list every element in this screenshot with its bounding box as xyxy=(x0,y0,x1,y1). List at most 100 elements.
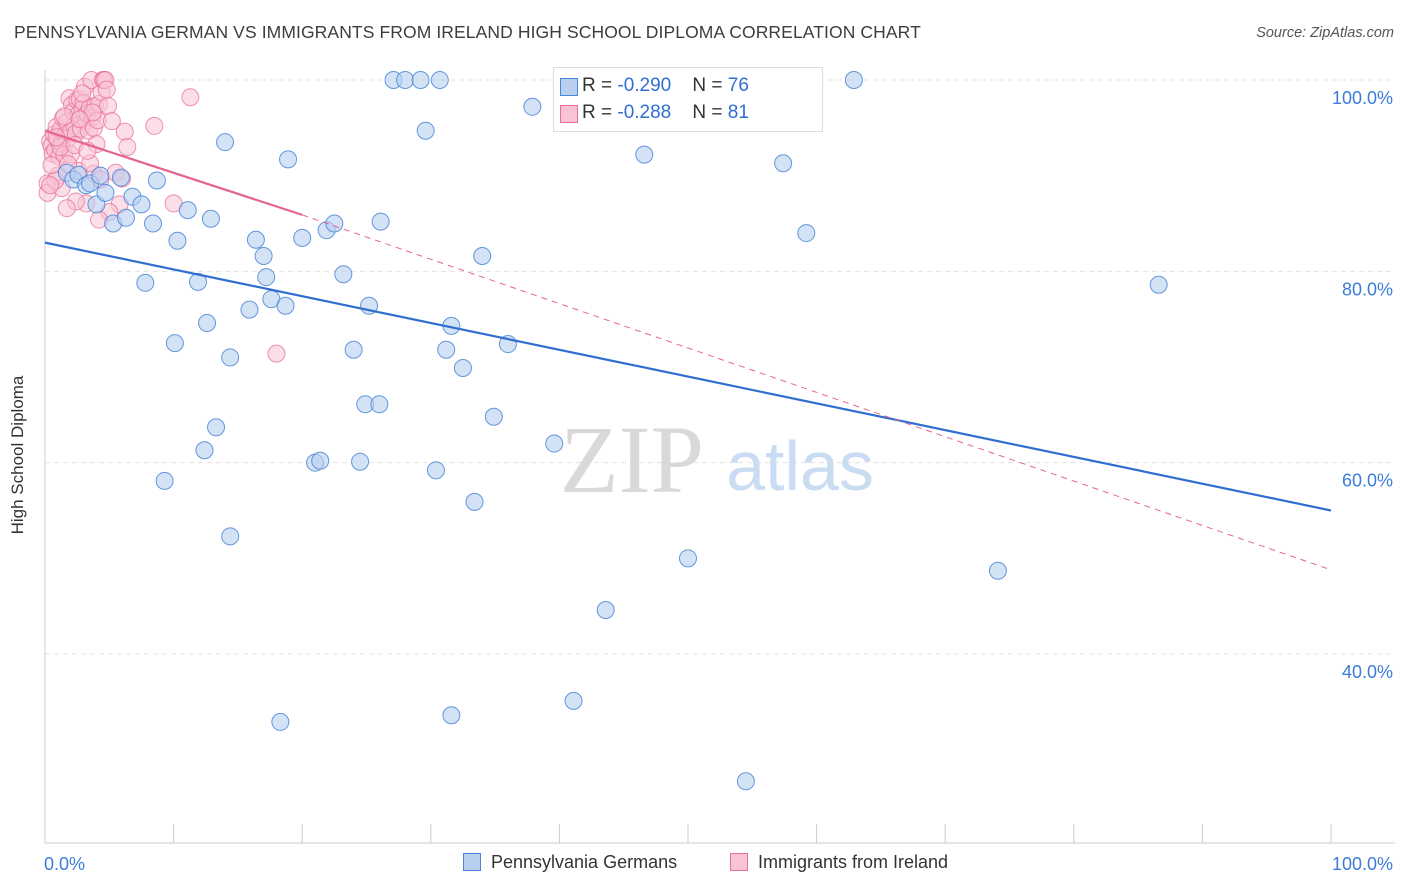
data-point-pennsylvania-german xyxy=(988,561,1007,580)
data-point-pennsylvania-german xyxy=(198,313,217,332)
data-point-pennsylvania-german xyxy=(484,407,503,426)
data-point-pennsylvania-german xyxy=(426,461,445,480)
data-point-pennsylvania-german xyxy=(545,434,564,453)
data-point-ireland xyxy=(55,107,74,126)
data-point-pennsylvania-german xyxy=(351,452,370,471)
data-point-pennsylvania-german xyxy=(679,549,697,568)
trendline-immigrants-from-ireland xyxy=(44,129,303,216)
data-point-pennsylvania-german xyxy=(271,712,290,731)
data-point-pennsylvania-german xyxy=(117,208,136,227)
bottom-legend-swatch-pink xyxy=(730,853,748,871)
data-point-pennsylvania-german xyxy=(311,451,330,470)
data-point-pennsylvania-german xyxy=(144,214,163,233)
data-point-pennsylvania-german xyxy=(523,97,542,116)
legend-n-label: N = xyxy=(692,102,728,123)
data-point-pennsylvania-german xyxy=(596,600,615,619)
data-point-pennsylvania-german xyxy=(201,209,220,228)
data-point-pennsylvania-german xyxy=(132,195,151,214)
legend-r-label: R = xyxy=(582,102,618,123)
legend-row-immigrants-from-ireland: R = -0.288 N = 81 xyxy=(560,102,749,124)
data-point-pennsylvania-german xyxy=(111,168,130,187)
data-point-pennsylvania-german xyxy=(334,265,353,284)
watermark-zip: ZIP xyxy=(560,406,704,513)
data-point-ireland xyxy=(118,137,137,156)
data-point-pennsylvania-german xyxy=(257,268,276,287)
series-immigrants-from-ireland xyxy=(38,71,286,363)
data-point-pennsylvania-german xyxy=(91,166,110,185)
data-point-ireland xyxy=(41,176,60,195)
bottom-legend-swatch-blue xyxy=(463,853,481,871)
data-point-pennsylvania-german xyxy=(147,171,166,190)
data-point-pennsylvania-german xyxy=(564,691,583,710)
bottom-legend-label: Immigrants from Ireland xyxy=(758,852,949,872)
data-point-pennsylvania-german xyxy=(437,340,456,359)
data-point-pennsylvania-german xyxy=(635,145,654,164)
trendline-pennsylvania-germans xyxy=(44,241,1332,512)
y-tick-label: 40.0% xyxy=(1342,662,1393,682)
data-point-pennsylvania-german xyxy=(465,492,484,511)
data-point-pennsylvania-german xyxy=(844,71,863,89)
grid-lines xyxy=(45,79,1395,655)
axes xyxy=(44,70,1395,844)
data-point-pennsylvania-german xyxy=(293,228,312,247)
x-tick-label: 0.0% xyxy=(44,854,85,874)
data-point-pennsylvania-german xyxy=(344,340,363,359)
legend-swatch-blue xyxy=(560,78,578,96)
data-point-pennsylvania-german xyxy=(136,273,155,292)
legend-row-pennsylvania-germans: R = -0.290 N = 76 xyxy=(560,75,749,97)
legend-n-value: 76 xyxy=(727,75,749,96)
y-axis-label: High School Diploma xyxy=(8,375,27,535)
watermark-atlas: atlas xyxy=(726,427,874,505)
legend-r-value: -0.290 xyxy=(617,75,672,96)
data-point-pennsylvania-german xyxy=(473,247,492,266)
source-credit: Source: ZipAtlas.com xyxy=(1256,25,1394,41)
data-point-pennsylvania-german xyxy=(254,247,273,266)
x-tick-label: 100.0% xyxy=(1332,854,1393,874)
legend-n-label: N = xyxy=(692,75,728,96)
chart-title: PENNSYLVANIA GERMAN VS IMMIGRANTS FROM I… xyxy=(14,22,921,42)
y-tick-label: 60.0% xyxy=(1342,471,1393,491)
y-tick-label: 80.0% xyxy=(1342,279,1393,299)
legend-n-value: 81 xyxy=(727,102,749,123)
legend-swatch-pink xyxy=(560,105,578,123)
data-point-ireland xyxy=(102,112,121,131)
data-point-pennsylvania-german xyxy=(279,150,298,169)
data-point-pennsylvania-german xyxy=(96,183,115,202)
data-point-ireland xyxy=(145,116,164,135)
trendline-ireland-extension xyxy=(302,214,1332,571)
data-point-pennsylvania-german xyxy=(195,441,214,460)
data-point-pennsylvania-german xyxy=(416,121,435,140)
legend-r-value: -0.288 xyxy=(617,102,672,123)
data-point-ireland xyxy=(267,344,286,363)
series-pennsylvania-germans xyxy=(57,71,1168,791)
bottom-legend-pennsylvania-germans: Pennsylvania Germans xyxy=(463,852,677,873)
data-point-ireland xyxy=(42,156,61,175)
data-point-pennsylvania-german xyxy=(396,71,415,89)
data-point-pennsylvania-german xyxy=(207,418,226,437)
data-point-pennsylvania-german xyxy=(165,334,184,353)
data-point-pennsylvania-german xyxy=(221,348,240,367)
data-point-pennsylvania-german xyxy=(736,772,755,791)
data-point-pennsylvania-german xyxy=(189,272,208,291)
data-point-ireland xyxy=(99,96,118,115)
tick-labels: 40.0% 60.0% 80.0% 100.0% 0.0% 100.0% xyxy=(44,88,1393,874)
legend-r-label: R = xyxy=(582,75,618,96)
trend-lines xyxy=(44,129,1332,571)
data-point-pennsylvania-german xyxy=(411,71,430,89)
data-point-pennsylvania-german xyxy=(216,133,235,152)
data-point-pennsylvania-german xyxy=(276,296,295,315)
data-point-pennsylvania-german xyxy=(370,395,389,414)
data-point-pennsylvania-german xyxy=(371,212,390,231)
y-tick-label: 100.0% xyxy=(1332,88,1393,108)
data-point-pennsylvania-german xyxy=(178,201,197,220)
data-point-pennsylvania-german xyxy=(221,527,240,546)
data-point-pennsylvania-german xyxy=(246,230,265,249)
bottom-legend-label: Pennsylvania Germans xyxy=(491,852,678,872)
data-point-pennsylvania-german xyxy=(240,300,259,319)
data-point-ireland xyxy=(57,199,76,218)
data-point-pennsylvania-german xyxy=(155,471,174,490)
data-point-pennsylvania-german xyxy=(168,231,187,250)
zipatlas-watermark: ZIP atlas xyxy=(560,406,874,513)
data-point-ireland xyxy=(115,122,134,141)
